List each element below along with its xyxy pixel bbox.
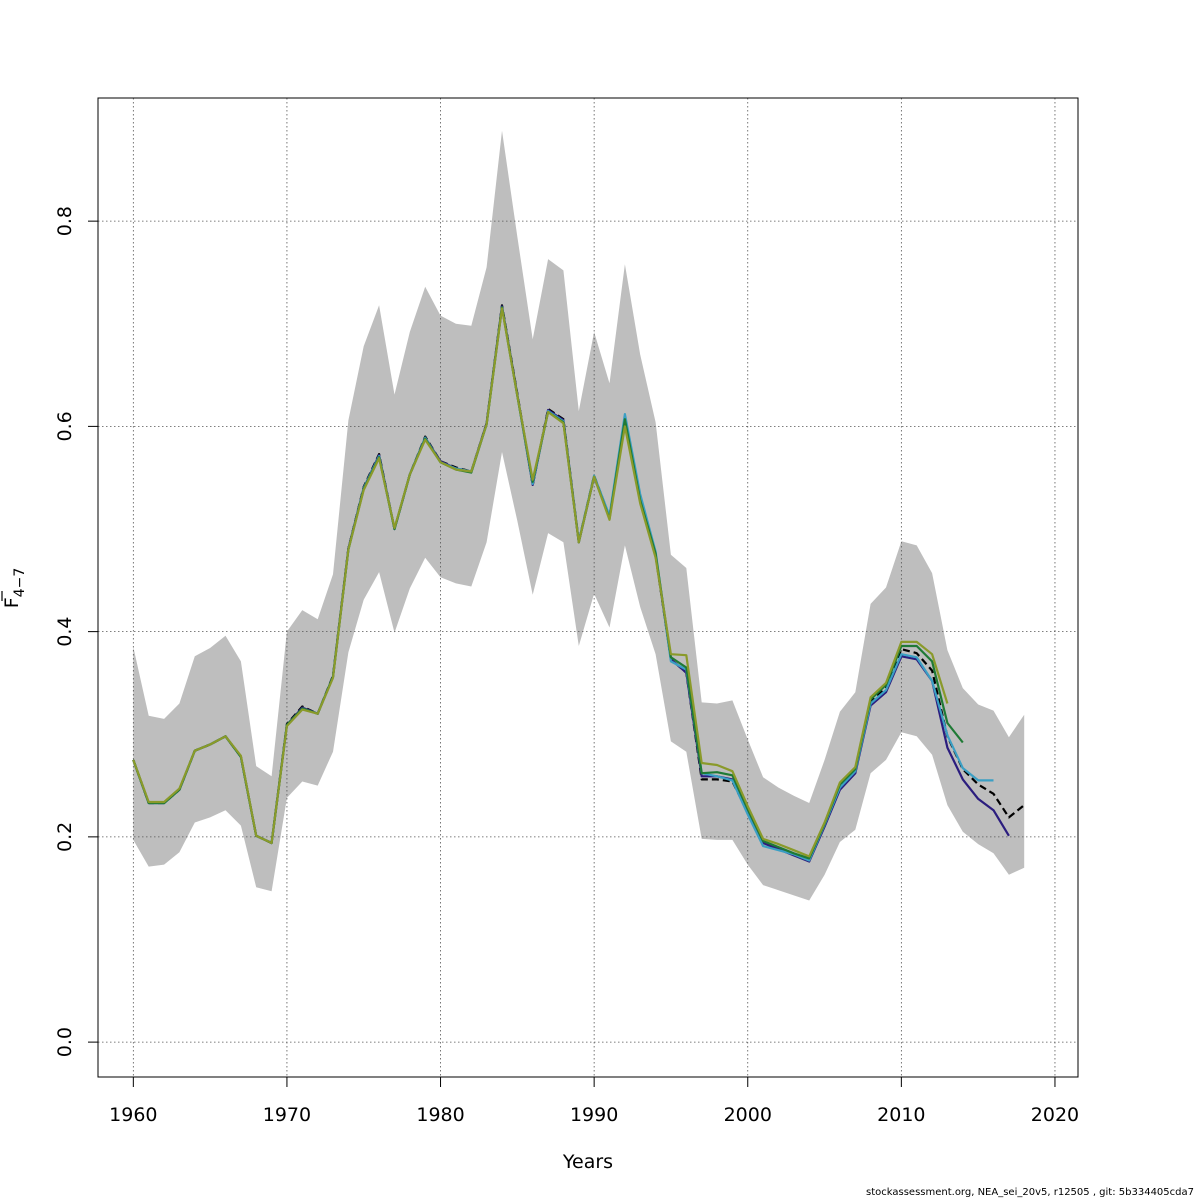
x-axis-title: Years	[562, 1151, 613, 1173]
y-axis: 0.0 0.2 0.4 0.6 0.8	[54, 206, 99, 1057]
y-axis-title-main: F	[1, 597, 23, 608]
y-axis-title-subscript: 4−7	[12, 568, 28, 598]
x-tick-label: 1990	[570, 1104, 618, 1126]
x-tick-label: 1970	[263, 1104, 311, 1126]
series-line-5	[132, 307, 949, 858]
footer-credit: stockassessment.org, NEA_sei_20v5, r1250…	[866, 1187, 1194, 1198]
y-tick-label: 0.4	[54, 616, 76, 646]
x-tick-label: 1960	[109, 1104, 157, 1126]
x-axis: 1960 1970 1980 1990 2000 2010 2020	[109, 1076, 1079, 1126]
y-tick-label: 0.8	[54, 206, 76, 236]
y-tick-label: 0.2	[54, 822, 76, 852]
svg-text:F4−7: F4−7	[1, 568, 28, 608]
y-axis-title: F4−7	[1, 568, 28, 608]
x-tick-label: 1980	[416, 1104, 464, 1126]
y-tick-label: 0.6	[54, 411, 76, 441]
confidence-band-layer	[133, 130, 1025, 901]
grid-layer	[98, 98, 1078, 1077]
series-layer	[132, 304, 1025, 863]
x-tick-label: 2020	[1031, 1104, 1079, 1126]
x-tick-label: 2000	[724, 1104, 772, 1126]
confidence-band	[133, 130, 1025, 901]
y-tick-label: 0.0	[54, 1027, 76, 1057]
x-tick-label: 2010	[877, 1104, 925, 1126]
